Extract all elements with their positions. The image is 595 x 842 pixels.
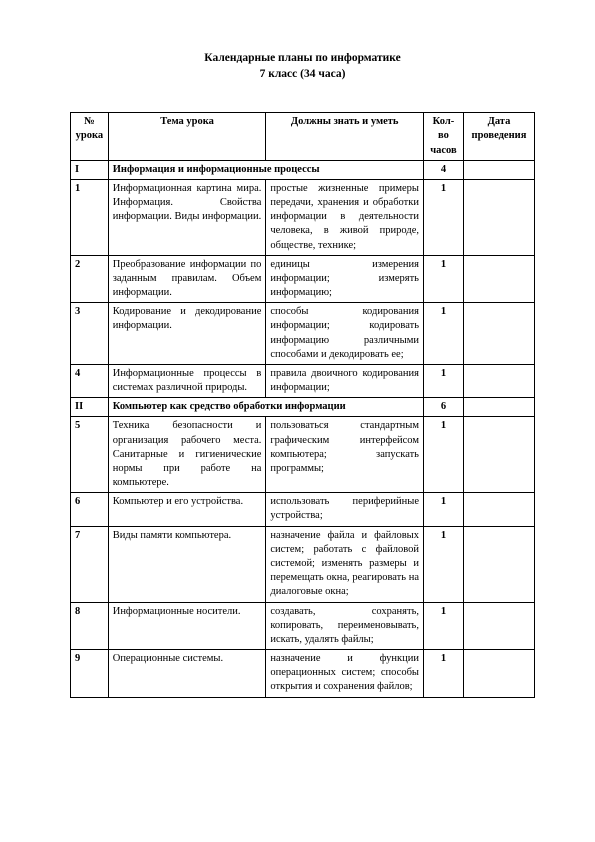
document-page: Календарные планы по информатике 7 класс… bbox=[0, 0, 595, 738]
cell-date bbox=[463, 602, 534, 650]
cell-date bbox=[463, 255, 534, 303]
cell-date bbox=[463, 526, 534, 602]
cell-num: I bbox=[71, 160, 109, 179]
cell-hours: 1 bbox=[423, 417, 463, 493]
cell-date bbox=[463, 417, 534, 493]
cell-section-title: Компьютер как средство обработки информа… bbox=[108, 398, 423, 417]
table-section-row: IIКомпьютер как средство обработки инфор… bbox=[71, 398, 535, 417]
cell-hours: 1 bbox=[423, 303, 463, 365]
cell-skills: пользоваться стандартным графическим инт… bbox=[266, 417, 424, 493]
lesson-plan-table: № урока Тема урока Должны знать и уметь … bbox=[70, 112, 535, 697]
header-skills: Должны знать и уметь bbox=[266, 113, 424, 161]
cell-num: 5 bbox=[71, 417, 109, 493]
cell-skills: правила двоичного кодирования информации… bbox=[266, 364, 424, 397]
title-line-2: 7 класс (34 часа) bbox=[260, 68, 346, 80]
cell-topic: Информационная картина мира. Информация.… bbox=[108, 179, 266, 255]
cell-hours: 1 bbox=[423, 179, 463, 255]
table-row: 2Преобразование информации по заданным п… bbox=[71, 255, 535, 303]
cell-num: 9 bbox=[71, 650, 109, 698]
table-row: 5Техника безопасности и организация рабо… bbox=[71, 417, 535, 493]
table-row: 4Информационные процессы в системах разл… bbox=[71, 364, 535, 397]
cell-num: II bbox=[71, 398, 109, 417]
table-section-row: IИнформация и информационные процессы4 bbox=[71, 160, 535, 179]
cell-skills: единицы измерения информации; измерять и… bbox=[266, 255, 424, 303]
cell-num: 3 bbox=[71, 303, 109, 365]
table-row: 3Кодирование и декодирование информации.… bbox=[71, 303, 535, 365]
table-row: 9Операционные системы.назначение и функц… bbox=[71, 650, 535, 698]
cell-num: 7 bbox=[71, 526, 109, 602]
cell-date bbox=[463, 179, 534, 255]
cell-date bbox=[463, 160, 534, 179]
table-row: 8Информационные носители.создавать, сохр… bbox=[71, 602, 535, 650]
cell-topic: Операционные системы. bbox=[108, 650, 266, 698]
cell-hours: 1 bbox=[423, 526, 463, 602]
table-header-row: № урока Тема урока Должны знать и уметь … bbox=[71, 113, 535, 161]
table-row: 7Виды памяти компьютера.назначение файла… bbox=[71, 526, 535, 602]
cell-topic: Кодирование и декодирование информации. bbox=[108, 303, 266, 365]
cell-skills: назначение файла и файловых систем; рабо… bbox=[266, 526, 424, 602]
header-date: Дата проведения bbox=[463, 113, 534, 161]
cell-date bbox=[463, 398, 534, 417]
cell-hours: 1 bbox=[423, 602, 463, 650]
cell-date bbox=[463, 303, 534, 365]
cell-topic: Техника безопасности и организация рабоч… bbox=[108, 417, 266, 493]
document-title: Календарные планы по информатике 7 класс… bbox=[70, 50, 535, 82]
cell-date bbox=[463, 650, 534, 698]
cell-section-title: Информация и информационные процессы bbox=[108, 160, 423, 179]
cell-hours: 1 bbox=[423, 255, 463, 303]
title-line-1: Календарные планы по информатике bbox=[204, 52, 400, 64]
cell-topic: Компьютер и его устройства. bbox=[108, 493, 266, 526]
cell-topic: Информационные процессы в системах разли… bbox=[108, 364, 266, 397]
cell-num: 8 bbox=[71, 602, 109, 650]
cell-date bbox=[463, 493, 534, 526]
cell-hours: 1 bbox=[423, 493, 463, 526]
cell-date bbox=[463, 364, 534, 397]
header-topic: Тема урока bbox=[108, 113, 266, 161]
cell-num: 4 bbox=[71, 364, 109, 397]
cell-hours: 1 bbox=[423, 364, 463, 397]
cell-topic: Информационные носители. bbox=[108, 602, 266, 650]
cell-hours: 4 bbox=[423, 160, 463, 179]
cell-hours: 6 bbox=[423, 398, 463, 417]
table-row: 6Компьютер и его устройства.использовать… bbox=[71, 493, 535, 526]
cell-num: 2 bbox=[71, 255, 109, 303]
header-hours: Кол-во часов bbox=[423, 113, 463, 161]
cell-skills: назначение и функции операционных систем… bbox=[266, 650, 424, 698]
cell-num: 1 bbox=[71, 179, 109, 255]
header-num: № урока bbox=[71, 113, 109, 161]
cell-topic: Виды памяти компьютера. bbox=[108, 526, 266, 602]
cell-hours: 1 bbox=[423, 650, 463, 698]
cell-skills: простые жизненные примеры передачи, хран… bbox=[266, 179, 424, 255]
table-row: 1Информационная картина мира. Информация… bbox=[71, 179, 535, 255]
cell-num: 6 bbox=[71, 493, 109, 526]
cell-skills: способы кодирования информации; кодирова… bbox=[266, 303, 424, 365]
cell-skills: использовать периферийные устройства; bbox=[266, 493, 424, 526]
cell-topic: Преобразование информации по заданным пр… bbox=[108, 255, 266, 303]
cell-skills: создавать, сохранять, копировать, переим… bbox=[266, 602, 424, 650]
